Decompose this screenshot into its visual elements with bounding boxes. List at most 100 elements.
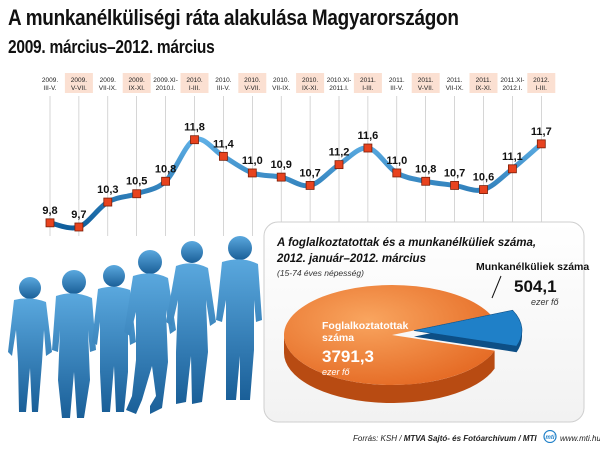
data-points <box>45 135 546 232</box>
value-label: 11,8 <box>184 122 205 134</box>
slice-label-unemployed: Munkanélküliek száma <box>476 261 589 273</box>
data-point <box>305 181 315 190</box>
value-label: 9,7 <box>71 209 86 221</box>
value-label: 11,2 <box>329 147 350 159</box>
value-label: 10,7 <box>299 167 320 179</box>
period-label: 2011. VII-IX. <box>446 77 464 92</box>
data-point <box>74 222 84 232</box>
mti-logo-icon: mti <box>543 430 557 443</box>
data-point <box>334 160 344 170</box>
highlight-band <box>122 73 151 93</box>
data-point <box>450 181 460 190</box>
data-point <box>132 189 142 199</box>
pie-title: A foglalkoztatottak és a munkanélküliek … <box>276 237 536 249</box>
period-label: 2011. III-V. <box>389 77 405 92</box>
highlight-band <box>296 73 325 93</box>
slice-leader-line <box>491 275 502 299</box>
slice-side-employed <box>284 335 495 404</box>
value-label: 11,0 <box>386 155 407 167</box>
person-silhouette <box>216 236 262 400</box>
period-labels: 2009. III-V. 2009. V-VII. 2009. VII-IX. 2009. I… <box>42 77 550 92</box>
highlight-band <box>469 73 498 93</box>
data-point <box>45 218 55 228</box>
data-point <box>507 164 517 174</box>
value-label: 11,6 <box>357 130 378 142</box>
period-label: 2011. IX-XI. <box>475 77 491 92</box>
person-silhouette <box>8 277 52 412</box>
period-label: 2011.XI-2012.I. <box>500 77 524 92</box>
period-label: 2009. IX-XI. <box>129 77 145 92</box>
value-label: 10,9 <box>270 159 291 171</box>
highlight-band <box>238 73 267 93</box>
period-label: 2010. I-III. <box>186 77 202 92</box>
highlight-band <box>64 73 93 93</box>
slice-value-employed: 3791,3 <box>322 347 374 366</box>
value-label: 11,1 <box>502 151 523 163</box>
slice-value-unemployed: 504,1 <box>514 277 557 296</box>
pie-panel: A foglalkoztatottak és a munkanélküliek … <box>263 221 589 423</box>
period-label: 2009. III-V. <box>42 77 58 92</box>
main-subtitle: 2009. március–2012. március <box>8 37 215 57</box>
period-label: 2011. V-VII. <box>418 77 434 92</box>
value-label: 11,4 <box>213 138 235 150</box>
person-silhouette <box>52 270 96 418</box>
slice-employed <box>284 284 495 385</box>
unemployment-rate-line <box>47 136 544 231</box>
period-label: 2010. III-V. <box>215 77 231 92</box>
slice-label-employed-line2: száma <box>322 332 354 344</box>
pie-chart <box>284 284 523 404</box>
main-title: A munkanélküliségi ráta alakulása Magyar… <box>8 5 459 30</box>
period-label: 2009. V-VII. <box>71 77 87 92</box>
data-point <box>161 176 171 186</box>
data-point <box>218 151 228 161</box>
data-point <box>479 185 488 194</box>
period-label: 2012. I-III. <box>533 77 549 92</box>
value-label: 10,3 <box>97 184 118 196</box>
pie-note: (15-74 éves népesség) <box>277 268 364 278</box>
period-label: 2011. I-III. <box>360 77 376 92</box>
mti-logo-text: mti <box>546 435 555 441</box>
person-silhouette <box>166 241 216 404</box>
period-label: 2009. VII-IX. <box>99 77 117 92</box>
value-label: 10,5 <box>126 176 147 188</box>
value-label: 10,8 <box>155 163 176 175</box>
source-agency: MTVA Sajtó- és Fotóarchívum / MTI <box>403 434 537 443</box>
source-credit: Forrás: KSH / MTVA Sajtó- és Fotóarchívu… <box>353 434 537 443</box>
slice-unit-unemployed: ezer fő <box>531 297 560 307</box>
data-point <box>536 139 546 149</box>
data-point <box>363 143 373 153</box>
value-label: 9,8 <box>42 205 57 217</box>
data-point <box>247 168 257 178</box>
value-label: 11,0 <box>242 155 263 167</box>
period-label: 2010. IX-XI. <box>302 77 318 92</box>
data-point <box>103 197 113 207</box>
website-credit: www.mti.hu <box>560 434 600 443</box>
value-label: 11,7 <box>531 126 552 138</box>
period-label: 2010. V-VII. <box>244 77 260 92</box>
value-label: 10,6 <box>473 172 494 184</box>
data-point <box>392 168 402 178</box>
data-point <box>190 135 199 145</box>
data-point <box>421 176 431 186</box>
period-label: 2010.XI-2011.I. <box>327 77 352 92</box>
highlight-band <box>180 73 209 93</box>
period-label: 2009.XI-2010.I. <box>153 77 178 92</box>
source-prefix: Forrás: KSH / <box>353 434 404 443</box>
person-silhouette <box>124 250 176 414</box>
data-point <box>276 172 286 182</box>
value-labels: 9,8 9,7 10,3 10,5 10,8 11,8 11,4 11,0 10,9 10,7 11… <box>42 122 551 221</box>
slice-unit-employed: ezer fő <box>322 367 351 377</box>
people-silhouettes <box>8 236 262 418</box>
period-label: 2010. VII-IX. <box>272 77 290 92</box>
slice-label-employed: Foglalkoztatottak <box>322 320 408 332</box>
highlight-band <box>411 73 440 93</box>
person-silhouette <box>92 265 136 412</box>
highlight-band <box>527 73 556 93</box>
highlight-band <box>353 73 382 93</box>
pie-title-line2: 2012. január–2012. március <box>276 253 426 265</box>
value-label: 10,8 <box>415 163 436 175</box>
column-bands <box>49 73 556 236</box>
value-label: 10,7 <box>444 167 465 179</box>
